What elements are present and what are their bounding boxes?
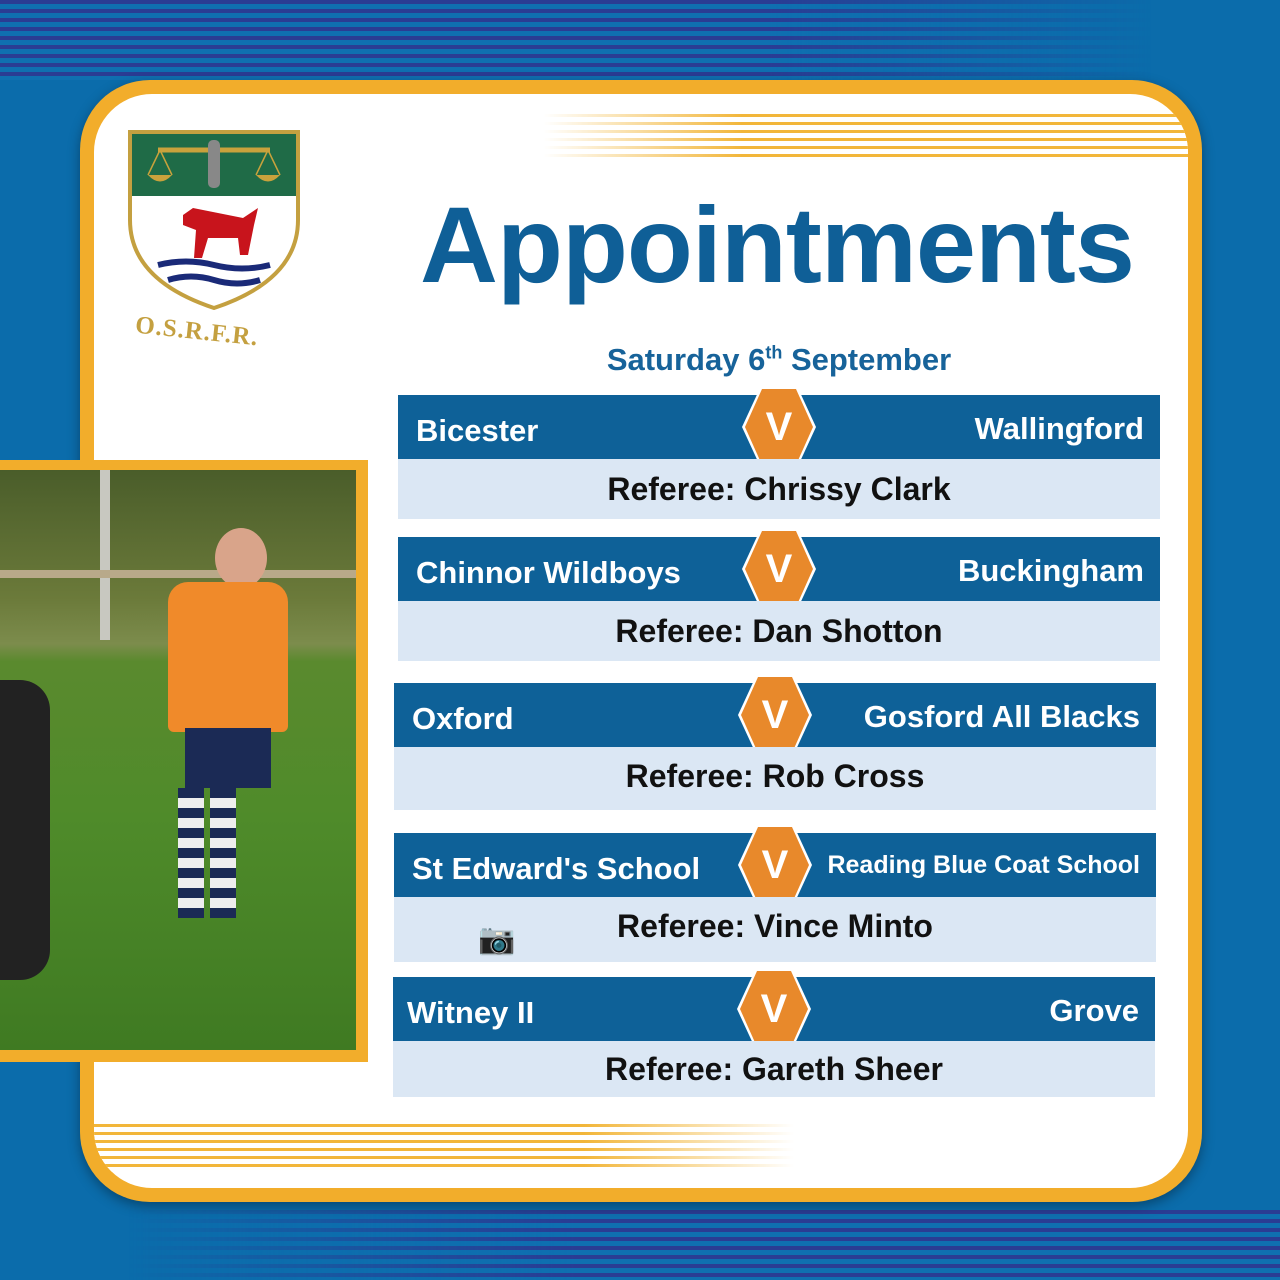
away-team: Gosford All Blacks: [863, 699, 1140, 734]
page-title: Appointments: [420, 184, 1135, 305]
home-team: Witney II: [407, 995, 535, 1030]
gold-lines-top: [544, 114, 1188, 162]
gold-lines-bottom: [94, 1124, 794, 1172]
referee-name: Referee: Vince Minto: [617, 908, 933, 944]
match-card: Chinnor Wildboys V Buckingham Referee: Dan…: [398, 529, 1160, 661]
match-date: Saturday 6th September: [606, 342, 952, 377]
home-team: Bicester: [416, 413, 539, 448]
decorative-stripes-top: [0, 0, 1280, 80]
match-card: Oxford V Gosford All Blacks Referee: Rob C…: [394, 675, 1156, 810]
referee-name: Referee: Dan Shotton: [398, 601, 1160, 661]
away-team: Grove: [1049, 993, 1139, 1028]
home-team: Oxford: [412, 701, 514, 736]
away-team: Wallingford: [974, 411, 1144, 446]
referee-name: Referee: Chrissy Clark: [398, 459, 1160, 519]
home-team: Chinnor Wildboys: [416, 555, 681, 590]
match-card: Bicester V Wallingford Referee: Chrissy Cl…: [398, 387, 1160, 519]
away-team: Reading Blue Coat School: [827, 851, 1140, 879]
match-card: St Edward's School V Reading Blue Coat Sch…: [394, 825, 1156, 962]
decorative-stripes-bottom: [0, 1210, 1280, 1280]
referee-name: Referee: Gareth Sheer: [393, 1041, 1155, 1097]
club-crest-logo: [128, 130, 300, 310]
match-card: Witney II V Grove Referee: Gareth Sheer: [393, 969, 1155, 1097]
home-team: St Edward's School: [412, 851, 701, 886]
camera-icon: 📷: [478, 923, 516, 956]
away-team: Buckingham: [957, 553, 1144, 588]
referee-photo: [0, 460, 368, 1062]
referee-name: Referee: Rob Cross: [394, 747, 1156, 810]
